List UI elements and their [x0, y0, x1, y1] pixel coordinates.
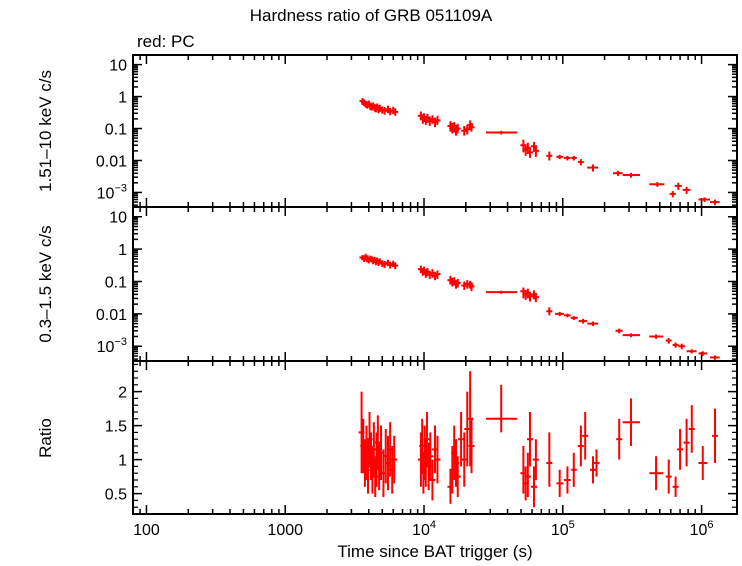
y-tick-label: 0.5: [105, 487, 127, 504]
y-tick-label: 1: [118, 90, 127, 107]
chart-subtitle: red: PC: [137, 32, 195, 51]
x-tick-label: 1000: [267, 522, 303, 539]
y-tick-label: 10: [109, 58, 127, 75]
panel-frame-1: [132, 206, 738, 362]
ylabel-ratio: Ratio: [36, 418, 55, 458]
ylabel-soft-band: 0.3–1.5 keV c/s: [36, 225, 55, 343]
y-tick-label: 10−3: [97, 182, 127, 202]
y-tick-label: 0.01: [96, 153, 127, 170]
y-tick-label: 0.1: [105, 274, 127, 291]
y-tick-label: 1.5: [105, 419, 127, 436]
x-tick-label: 106: [690, 519, 714, 539]
panel-frame-0: [132, 54, 738, 208]
panel-frame-2: [132, 360, 738, 515]
y-tick-label: 10−3: [97, 336, 127, 356]
y-tick-label: 2: [118, 385, 127, 402]
y-tick-label: 10: [109, 210, 127, 227]
ylabel-hard-band: 1.51–10 keV c/s: [36, 70, 55, 192]
x-tick-label: 100: [133, 522, 160, 539]
x-axis-label: Time since BAT trigger (s): [337, 542, 533, 561]
x-tick-label: 105: [551, 519, 575, 539]
y-tick-label: 1: [118, 453, 127, 470]
chart-title: Hardness ratio of GRB 051109A: [249, 6, 493, 25]
x-tick-label: 104: [412, 519, 436, 539]
y-tick-label: 0.1: [105, 122, 127, 139]
y-tick-label: 0.01: [96, 307, 127, 324]
y-tick-label: 1: [118, 242, 127, 259]
